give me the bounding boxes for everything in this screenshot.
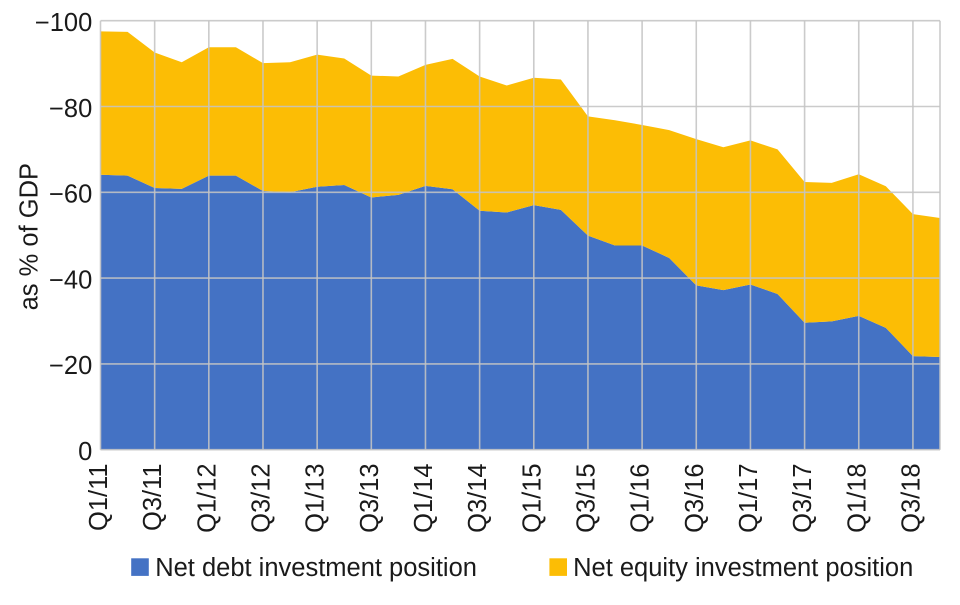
svg-text:Q3/11: Q3/11: [139, 463, 167, 531]
svg-text:Net debt investment position: Net debt investment position: [155, 554, 477, 582]
svg-text:Q3/13: Q3/13: [356, 463, 384, 532]
svg-text:Net equity investment position: Net equity investment position: [573, 554, 913, 582]
svg-text:Q1/14: Q1/14: [410, 463, 438, 532]
svg-text:Q1/13: Q1/13: [302, 463, 330, 532]
svg-text:−20: −20: [49, 352, 92, 380]
svg-text:Q3/14: Q3/14: [464, 463, 492, 532]
svg-text:Q1/16: Q1/16: [627, 463, 655, 532]
svg-text:−80: −80: [49, 95, 92, 123]
svg-text:Q1/11: Q1/11: [85, 463, 113, 531]
svg-text:−40: −40: [49, 266, 92, 294]
svg-text:−100: −100: [35, 9, 92, 37]
svg-text:Q3/12: Q3/12: [247, 463, 275, 532]
svg-text:Q1/15: Q1/15: [518, 463, 546, 532]
svg-text:as % of GDP: as % of GDP: [16, 163, 44, 310]
svg-text:Q1/18: Q1/18: [843, 463, 871, 532]
svg-text:Q3/15: Q3/15: [572, 463, 600, 532]
svg-text:Q3/16: Q3/16: [681, 463, 709, 532]
svg-text:Q1/17: Q1/17: [735, 463, 763, 532]
svg-text:−60: −60: [49, 181, 92, 209]
svg-text:Q1/12: Q1/12: [193, 463, 221, 532]
svg-text:Q3/17: Q3/17: [789, 463, 817, 532]
svg-text:0: 0: [78, 438, 92, 466]
svg-text:Q3/18: Q3/18: [897, 463, 925, 532]
